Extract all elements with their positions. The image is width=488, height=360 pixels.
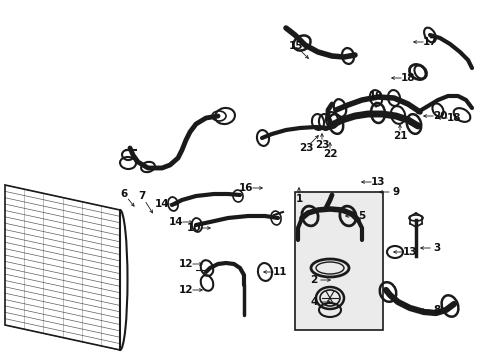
Text: 7: 7 [138,191,145,201]
Text: 14: 14 [168,217,183,227]
Text: 12: 12 [179,285,193,295]
Text: 9: 9 [392,187,399,197]
Text: 1: 1 [295,194,302,204]
Text: 6: 6 [120,189,127,199]
Text: 14: 14 [154,199,169,209]
Text: 15: 15 [288,41,303,51]
Bar [294,192,382,330]
Text: 8: 8 [432,305,440,315]
Text: 2: 2 [310,275,317,285]
Text: 18: 18 [446,113,460,123]
Text: 10: 10 [186,223,201,233]
Text: 3: 3 [432,243,440,253]
Text: 23: 23 [298,143,313,153]
Text: 17: 17 [422,37,436,47]
Text: 13: 13 [370,177,385,187]
Text: 16: 16 [238,183,253,193]
Text: 21: 21 [392,131,407,141]
Text: 22: 22 [322,149,337,159]
Text: 19: 19 [368,91,383,101]
Text: 4: 4 [310,297,317,307]
Text: 23: 23 [314,140,328,150]
Text: 20: 20 [432,111,447,121]
Text: 11: 11 [272,267,286,277]
Text: 13: 13 [402,247,416,257]
Text: 12: 12 [179,259,193,269]
Text: 18: 18 [400,73,414,83]
Text: 5: 5 [358,211,365,221]
